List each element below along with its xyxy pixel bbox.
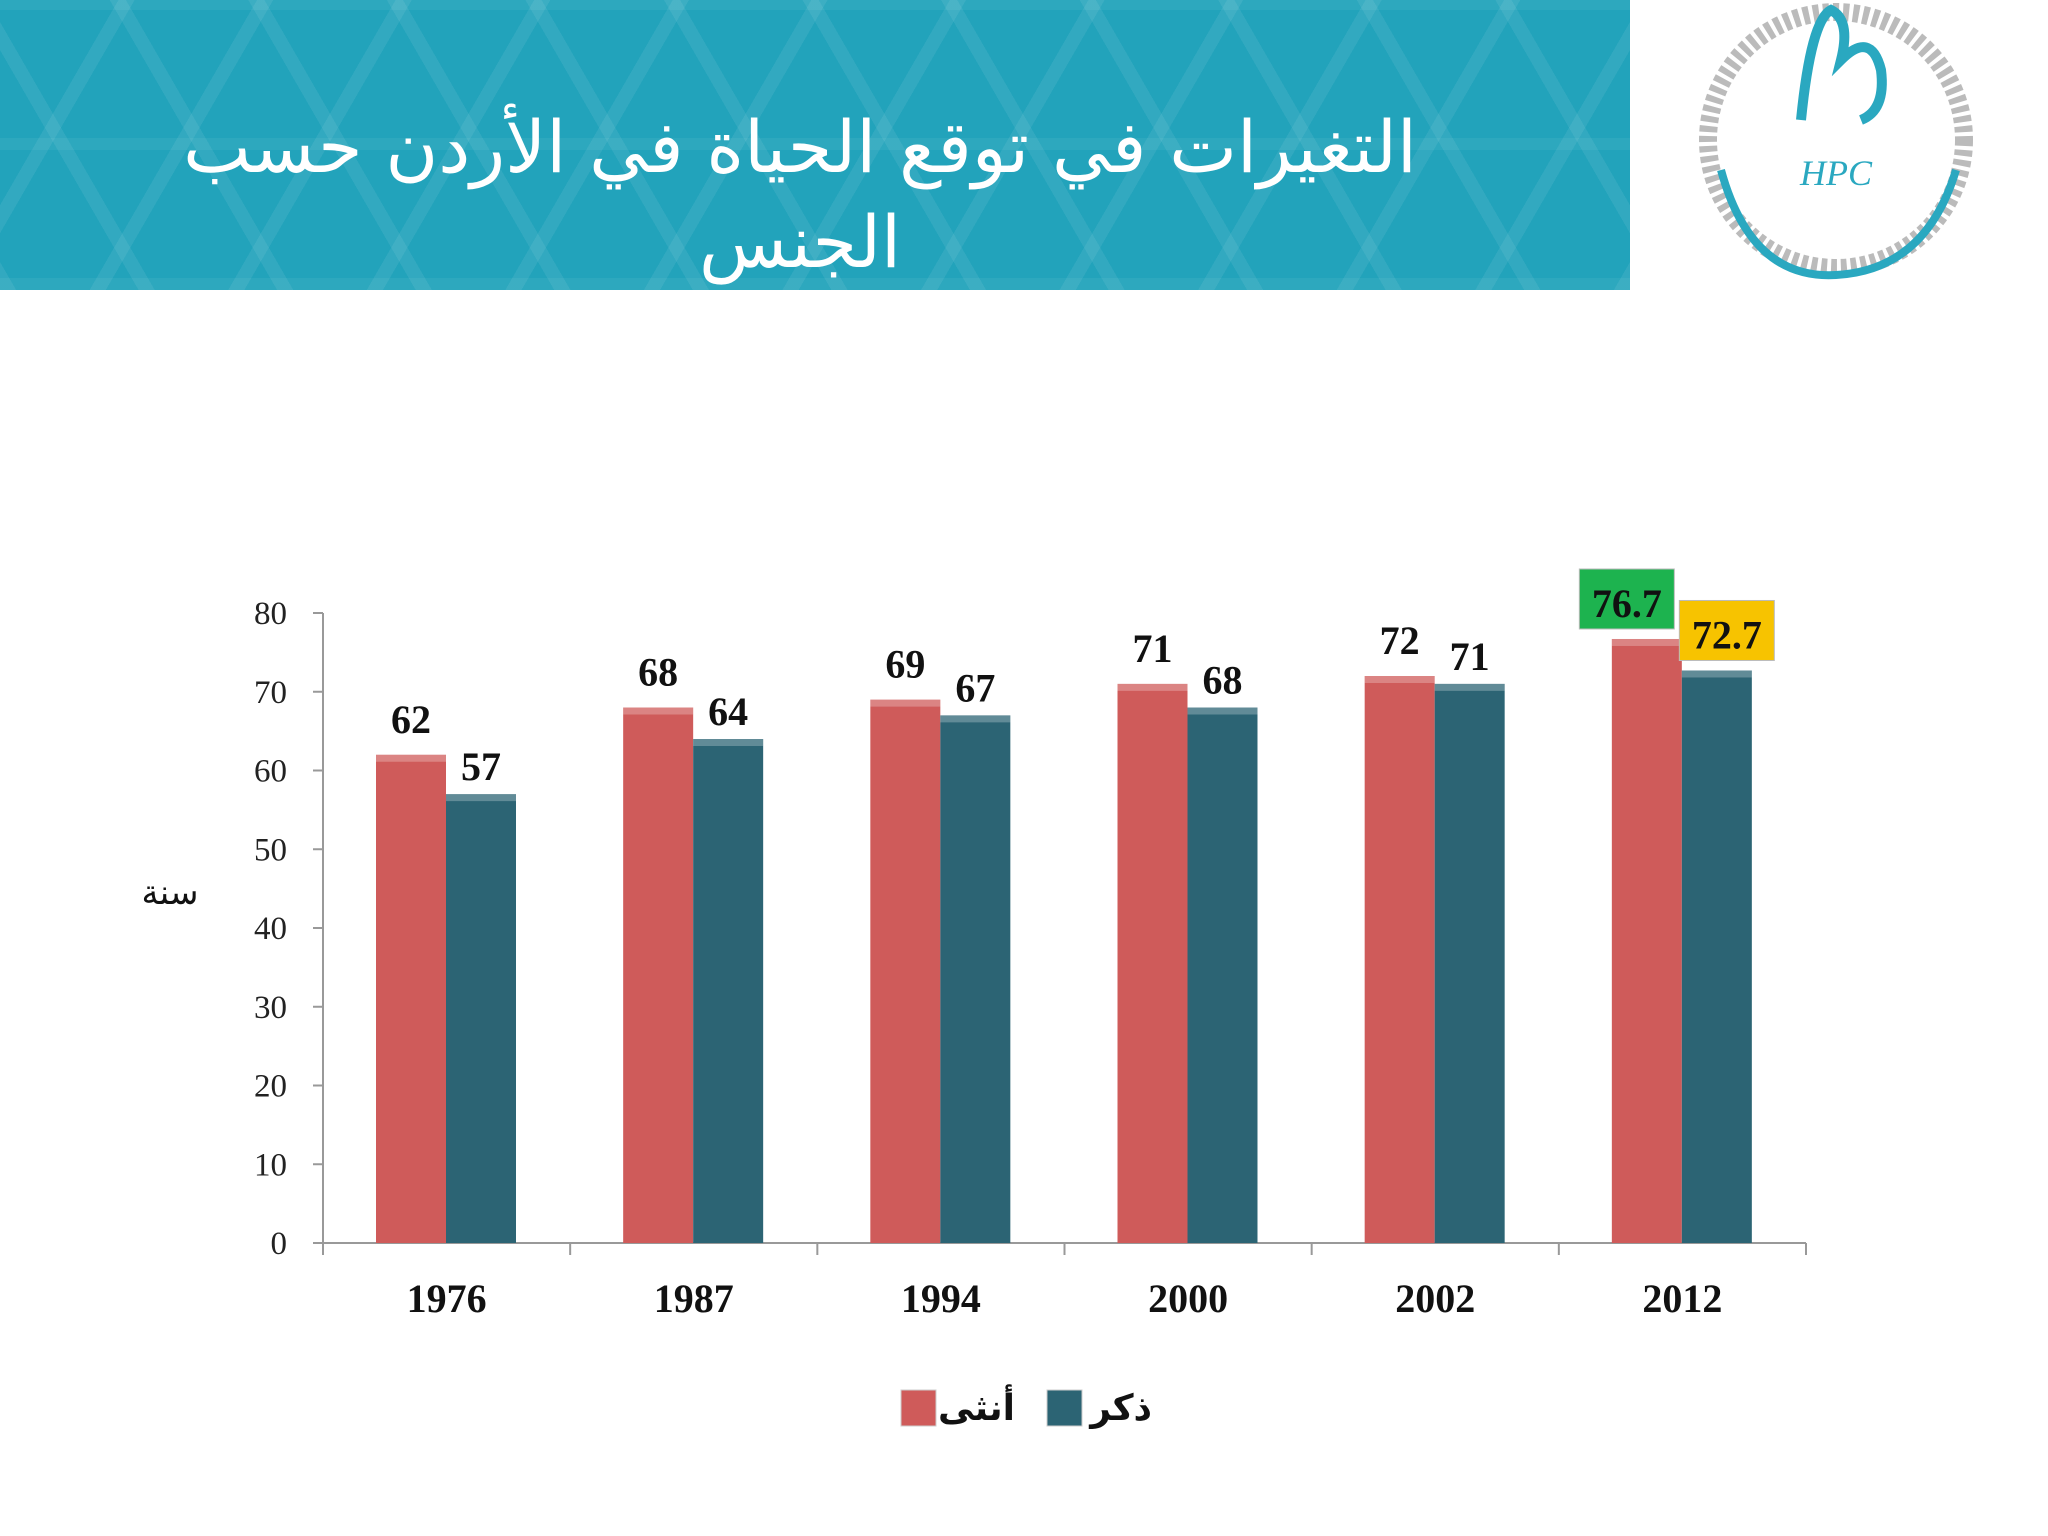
- data-label: 64: [708, 689, 748, 734]
- bar-female-2012: [1611, 638, 1682, 1243]
- bar-top-bevel: [870, 699, 941, 707]
- bar-top-bevel: [446, 794, 516, 802]
- y-tick-label: 30: [254, 990, 287, 1026]
- y-tick-label: 20: [254, 1069, 287, 1105]
- x-category-label: 2002: [1395, 1276, 1475, 1321]
- svg-text:HPC: HPC: [1799, 153, 1873, 193]
- bar-top-bevel: [376, 754, 446, 762]
- bar-top-bevel: [1611, 638, 1682, 646]
- bar-female-1987: [623, 707, 694, 1243]
- data-label: 68: [1203, 658, 1243, 703]
- y-tick-label: 60: [254, 754, 287, 790]
- data-label: 71: [1133, 626, 1173, 671]
- x-category-label: 2000: [1148, 1276, 1228, 1321]
- bar-male-2012: [1681, 670, 1752, 1243]
- bar-male-2000: [1187, 707, 1258, 1243]
- bar-top-bevel: [1364, 676, 1435, 683]
- bar-top-bevel: [1187, 707, 1258, 715]
- data-label: 72: [1380, 618, 1420, 663]
- bar-male-1994: [940, 715, 1011, 1243]
- data-label: 76.7: [1592, 581, 1662, 626]
- data-label: 68: [638, 650, 678, 695]
- x-category-label: 1976: [407, 1276, 487, 1321]
- bar-female-2000: [1117, 683, 1188, 1243]
- bar-top-bevel: [1117, 683, 1188, 691]
- page-title: التغيرات في توقع الحياة في الأردن حسب ال…: [183, 105, 1417, 284]
- bar-top-bevel: [940, 715, 1011, 723]
- bar-female-2002: [1364, 676, 1435, 1243]
- bar-top-bevel: [623, 707, 694, 715]
- bar-male-2002: [1434, 683, 1505, 1243]
- y-axis-label: سنة: [142, 873, 199, 913]
- x-category-label: 1994: [901, 1276, 981, 1321]
- y-tick-label: 70: [254, 675, 287, 711]
- bar-top-bevel: [1434, 683, 1505, 691]
- legend-swatch-female: [900, 1389, 937, 1427]
- bar-female-1976: [376, 754, 446, 1243]
- y-tick-label: 40: [254, 911, 287, 947]
- highlight-label-bg: [1578, 568, 1675, 630]
- bar-male-1976: [446, 794, 516, 1243]
- y-tick-label: 50: [254, 832, 287, 868]
- legend-swatch-male: [1046, 1389, 1083, 1427]
- x-category-label: 2012: [1642, 1276, 1722, 1321]
- data-label: 72.7: [1692, 612, 1762, 657]
- y-tick-label: 0: [271, 1226, 288, 1262]
- highlight-label-bg: [1678, 599, 1775, 661]
- y-tick-label: 80: [254, 596, 287, 632]
- title-banner: التغيرات في توقع الحياة في الأردن حسب ال…: [0, 0, 1630, 290]
- bar-male-1987: [693, 739, 764, 1243]
- bar-female-1994: [870, 699, 941, 1243]
- data-label: 62: [391, 697, 431, 742]
- x-category-label: 1987: [654, 1276, 734, 1321]
- legend-label: أنثى: [938, 1384, 1015, 1429]
- data-label: 57: [461, 744, 501, 789]
- bar-top-bevel: [1681, 670, 1752, 678]
- data-label: 69: [885, 642, 925, 687]
- hpc-logo: HPC: [1699, 3, 1973, 280]
- data-label: 67: [955, 665, 995, 710]
- bar-top-bevel: [693, 739, 764, 746]
- legend-label: ذكر: [1088, 1388, 1152, 1429]
- y-tick-label: 10: [254, 1147, 287, 1183]
- data-label: 71: [1450, 634, 1490, 679]
